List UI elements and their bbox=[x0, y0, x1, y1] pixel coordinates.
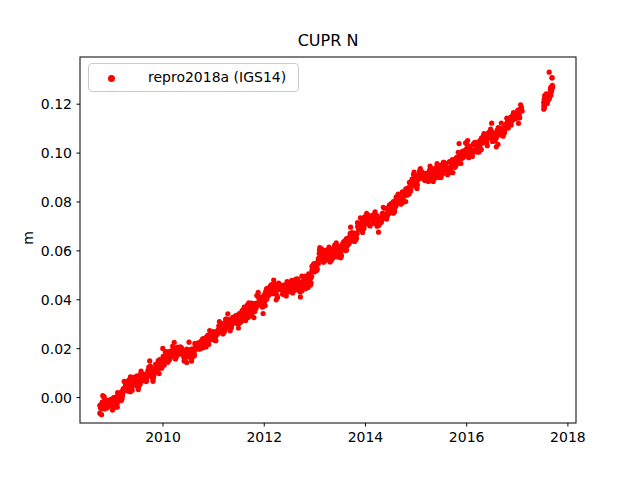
legend: repro2018a (IGS14) bbox=[88, 63, 299, 92]
svg-text:2010: 2010 bbox=[145, 429, 181, 445]
svg-text:2012: 2012 bbox=[246, 429, 282, 445]
svg-text:0.02: 0.02 bbox=[41, 341, 72, 357]
svg-text:2018: 2018 bbox=[550, 429, 586, 445]
legend-label: repro2018a (IGS14) bbox=[148, 69, 286, 85]
svg-text:0.00: 0.00 bbox=[41, 390, 72, 406]
svg-text:0.12: 0.12 bbox=[41, 96, 72, 112]
svg-text:0.10: 0.10 bbox=[41, 145, 72, 161]
svg-text:2016: 2016 bbox=[449, 429, 485, 445]
y-tick-labels: 0.00 0.02 0.04 0.06 0.08 0.10 0.12 bbox=[41, 96, 72, 405]
legend-marker-dot bbox=[108, 75, 115, 82]
figure: 2010 2012 2014 2016 2018 0.00 0.02 0.04 0.06 0.08… bbox=[0, 0, 640, 480]
svg-text:0.06: 0.06 bbox=[41, 243, 72, 259]
svg-text:0.04: 0.04 bbox=[41, 292, 72, 308]
chart-title: CUPR N bbox=[80, 31, 576, 50]
scatter-points bbox=[97, 70, 555, 418]
x-tick-labels: 2010 2012 2014 2016 2018 bbox=[145, 429, 586, 445]
y-axis-label: m bbox=[20, 220, 36, 256]
svg-text:0.08: 0.08 bbox=[41, 194, 72, 210]
svg-text:2014: 2014 bbox=[348, 429, 384, 445]
